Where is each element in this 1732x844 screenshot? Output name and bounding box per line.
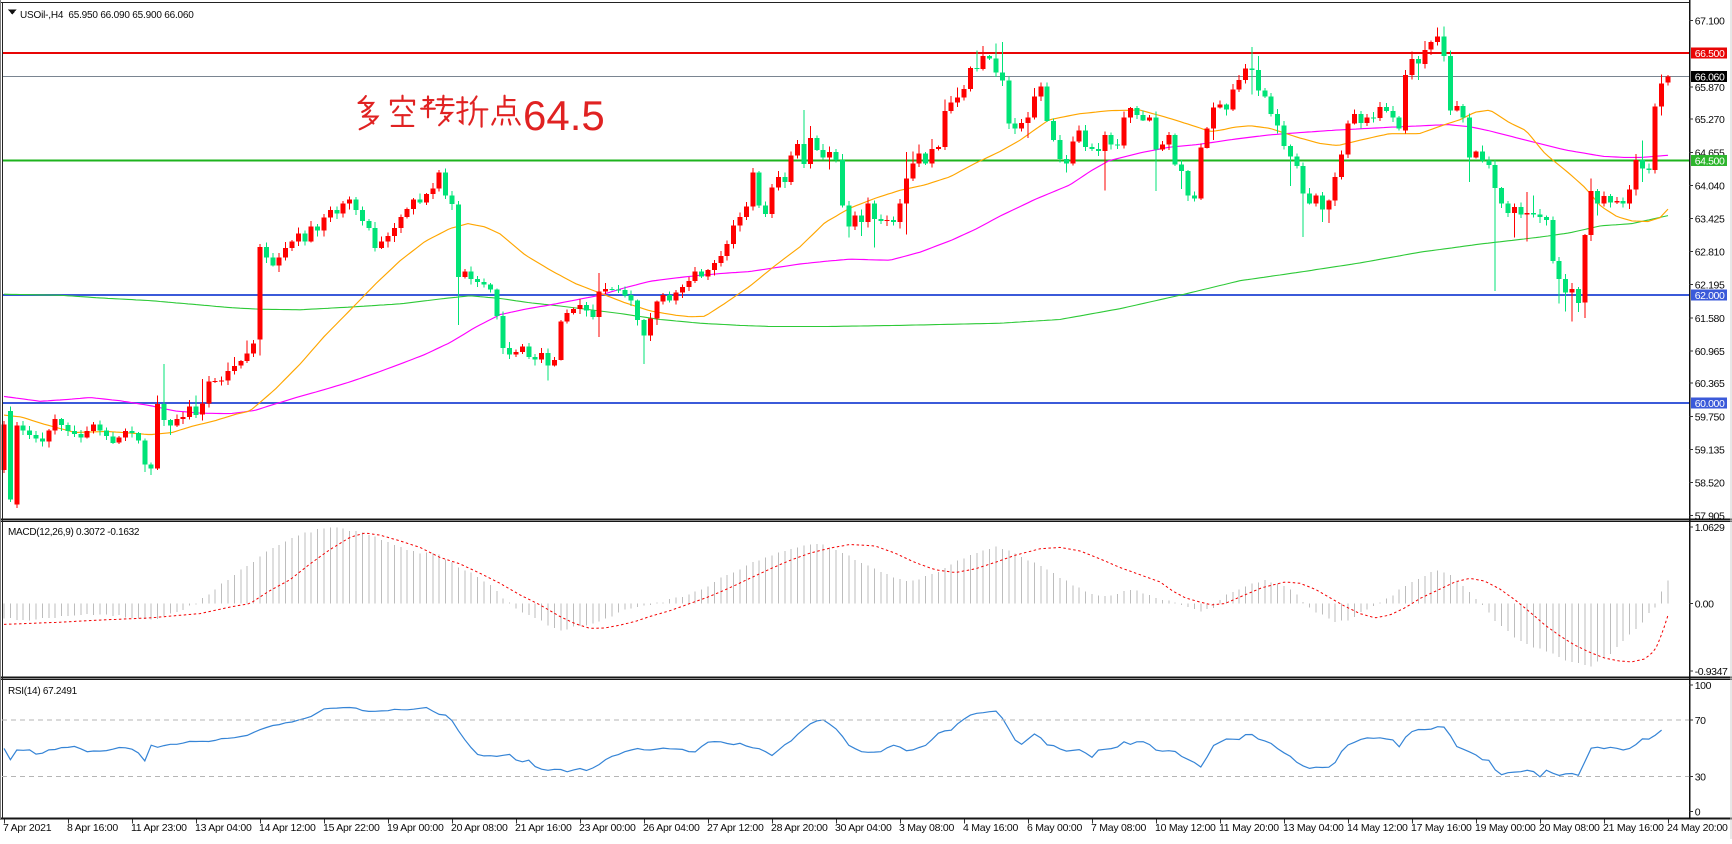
svg-text:11 May 20:00: 11 May 20:00: [1219, 822, 1279, 834]
svg-text:10 May 12:00: 10 May 12:00: [1155, 822, 1216, 834]
svg-text:RSI(14) 67.2491: RSI(14) 67.2491: [8, 686, 78, 697]
svg-text:57.905: 57.905: [1695, 511, 1725, 523]
svg-text:61.580: 61.580: [1695, 313, 1725, 325]
svg-text:64.5: 64.5: [523, 92, 605, 139]
svg-text:63.425: 63.425: [1695, 214, 1725, 226]
svg-text:62.000: 62.000: [1695, 290, 1725, 302]
svg-text:6 May 00:00: 6 May 00:00: [1027, 822, 1082, 834]
svg-text:8 Apr 16:00: 8 Apr 16:00: [67, 822, 118, 834]
svg-text:62.810: 62.810: [1695, 247, 1725, 259]
svg-text:7 Apr 2021: 7 Apr 2021: [3, 822, 52, 834]
svg-text:66.060: 66.060: [1695, 72, 1725, 84]
svg-text:21 May 16:00: 21 May 16:00: [1603, 822, 1664, 834]
svg-text:26 Apr 04:00: 26 Apr 04:00: [643, 822, 700, 834]
svg-text:14 May 12:00: 14 May 12:00: [1347, 822, 1408, 834]
svg-text:-0.9347: -0.9347: [1695, 666, 1728, 678]
svg-text:0.00: 0.00: [1695, 599, 1714, 611]
svg-text:11 Apr 23:00: 11 Apr 23:00: [131, 822, 187, 834]
svg-text:59.750: 59.750: [1695, 411, 1725, 423]
svg-text:19 Apr 00:00: 19 Apr 00:00: [387, 822, 444, 834]
svg-text:100: 100: [1695, 680, 1712, 692]
svg-text:MACD(12,26,9) 0.3072 -0.1632: MACD(12,26,9) 0.3072 -0.1632: [8, 527, 140, 538]
svg-text:20 May 08:00: 20 May 08:00: [1539, 822, 1600, 834]
svg-text:24 May 20:00: 24 May 20:00: [1667, 822, 1728, 834]
svg-text:66.500: 66.500: [1695, 48, 1725, 60]
svg-text:19 May 00:00: 19 May 00:00: [1475, 822, 1536, 834]
svg-text:14 Apr 12:00: 14 Apr 12:00: [259, 822, 316, 834]
svg-text:USOil-,H4 65.950 66.090 65.90: USOil-,H4 65.950 66.090 65.900 66.060: [20, 10, 194, 21]
svg-text:30 Apr 04:00: 30 Apr 04:00: [835, 822, 892, 834]
svg-text:58.520: 58.520: [1695, 478, 1725, 490]
svg-text:30: 30: [1695, 772, 1706, 784]
svg-text:67.100: 67.100: [1695, 16, 1725, 28]
svg-text:13 May 04:00: 13 May 04:00: [1283, 822, 1344, 834]
svg-text:23 Apr 00:00: 23 Apr 00:00: [579, 822, 636, 834]
svg-text:28 Apr 20:00: 28 Apr 20:00: [771, 822, 828, 834]
svg-text:60.000: 60.000: [1695, 398, 1725, 410]
svg-text:64.040: 64.040: [1695, 180, 1725, 192]
svg-text:60.365: 60.365: [1695, 378, 1725, 390]
svg-text:21 Apr 16:00: 21 Apr 16:00: [515, 822, 572, 834]
svg-text:0: 0: [1695, 807, 1701, 819]
svg-text:3 May 08:00: 3 May 08:00: [899, 822, 954, 834]
svg-text:65.270: 65.270: [1695, 114, 1725, 126]
svg-text:27 Apr 12:00: 27 Apr 12:00: [707, 822, 764, 834]
svg-text:15 Apr 22:00: 15 Apr 22:00: [323, 822, 380, 834]
svg-text:7 May 08:00: 7 May 08:00: [1091, 822, 1146, 834]
svg-text:4 May 16:00: 4 May 16:00: [963, 822, 1018, 834]
svg-text:65.870: 65.870: [1695, 82, 1725, 94]
svg-text:59.135: 59.135: [1695, 445, 1725, 457]
svg-text:13 Apr 04:00: 13 Apr 04:00: [195, 822, 252, 834]
svg-text:17 May 16:00: 17 May 16:00: [1411, 822, 1472, 834]
svg-text:20 Apr 08:00: 20 Apr 08:00: [451, 822, 508, 834]
svg-text:60.965: 60.965: [1695, 346, 1725, 358]
svg-text:62.195: 62.195: [1695, 280, 1725, 292]
svg-text:64.500: 64.500: [1695, 156, 1725, 168]
svg-text:70: 70: [1695, 715, 1706, 727]
svg-text:1.0629: 1.0629: [1695, 522, 1725, 534]
